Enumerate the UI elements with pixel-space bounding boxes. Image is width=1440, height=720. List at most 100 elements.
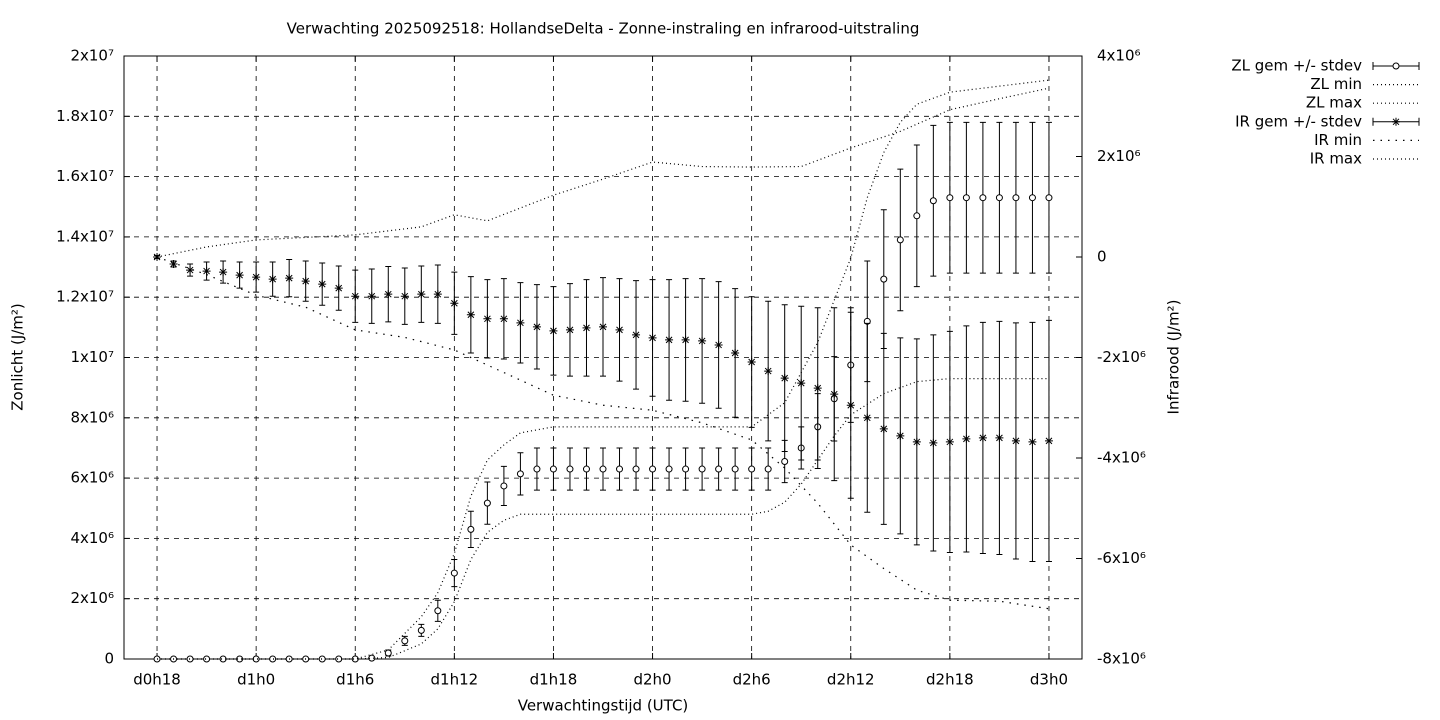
marker — [301, 277, 310, 286]
marker — [566, 465, 574, 473]
marker — [912, 437, 921, 446]
marker — [764, 465, 772, 473]
marker — [813, 384, 822, 393]
marker — [1028, 437, 1037, 446]
marker — [532, 322, 541, 331]
x-tick-label: d1h18 — [530, 671, 578, 689]
y-tick-label: 1.6x10⁷ — [56, 167, 114, 185]
legend-label: ZL min — [1310, 75, 1362, 93]
marker — [401, 637, 409, 645]
marker — [945, 437, 954, 446]
marker — [995, 194, 1003, 202]
marker — [516, 318, 525, 327]
marker — [334, 284, 343, 293]
y-tick-label: 1.4x10⁷ — [56, 227, 114, 245]
marker — [599, 322, 607, 331]
marker — [318, 655, 326, 663]
marker — [236, 655, 244, 663]
marker — [929, 197, 937, 205]
marker — [417, 626, 425, 634]
marker — [879, 424, 888, 433]
marker — [351, 292, 360, 301]
marker — [896, 236, 904, 244]
marker — [384, 290, 393, 299]
marker — [979, 194, 987, 202]
y2-tick-label: -2x10⁶ — [1097, 348, 1146, 366]
legend-marker — [1392, 62, 1400, 70]
marker — [252, 655, 260, 663]
marker — [285, 274, 294, 283]
marker — [483, 314, 492, 323]
y-tick-label: 2x10⁶ — [70, 589, 114, 607]
marker — [946, 194, 954, 202]
marker — [565, 325, 574, 334]
marker — [483, 499, 491, 507]
marker — [615, 325, 624, 334]
y-tick-label: 8x10⁶ — [70, 408, 114, 426]
marker — [450, 299, 459, 308]
marker — [269, 655, 277, 663]
marker — [929, 438, 938, 447]
y2-tick-label: 0 — [1097, 248, 1107, 266]
y2-axis-label: Infrarood (J/m²) — [1165, 300, 1183, 415]
x-tick-label: d3h0 — [1030, 671, 1068, 689]
marker — [880, 275, 888, 283]
y-tick-label: 1.2x10⁷ — [56, 288, 114, 306]
marker — [450, 569, 458, 577]
marker — [1044, 436, 1053, 445]
marker — [186, 655, 194, 663]
marker — [995, 433, 1004, 442]
legend-marker — [1392, 117, 1400, 126]
marker — [616, 465, 624, 473]
marker — [714, 340, 723, 349]
marker — [649, 465, 657, 473]
legend-label: IR gem +/- stdev — [1235, 112, 1362, 130]
x-tick-label: d2h12 — [827, 671, 875, 689]
marker — [747, 358, 756, 367]
marker — [202, 267, 211, 276]
marker — [962, 194, 970, 202]
marker — [764, 367, 773, 376]
y-axis-label: Zonlicht (J/m²) — [9, 303, 27, 411]
marker — [582, 323, 591, 332]
marker — [235, 271, 244, 280]
x-tick-label: d1h0 — [237, 671, 275, 689]
y-tick-label: 4x10⁶ — [70, 529, 114, 547]
marker — [417, 290, 426, 299]
marker — [203, 655, 211, 663]
marker — [335, 655, 343, 663]
marker — [384, 649, 392, 657]
y2-tick-label: 4x10⁶ — [1097, 47, 1141, 65]
marker — [681, 335, 690, 344]
marker — [153, 253, 162, 261]
marker — [780, 374, 789, 383]
marker — [516, 470, 524, 478]
y2-tick-label: -6x10⁶ — [1097, 549, 1146, 567]
x-tick-label: d1h12 — [431, 671, 479, 689]
marker — [1011, 436, 1020, 445]
marker — [682, 465, 690, 473]
x-axis-label: Verwachtingstijd (UTC) — [518, 697, 689, 715]
marker — [549, 326, 558, 335]
marker — [781, 458, 789, 466]
y-tick-label: 0 — [104, 650, 114, 668]
marker — [351, 655, 359, 663]
marker — [318, 280, 327, 289]
marker — [846, 401, 855, 410]
marker — [632, 465, 640, 473]
marker — [665, 335, 674, 344]
legend-label: IR max — [1310, 150, 1362, 168]
x-tick-label: d1h6 — [336, 671, 374, 689]
y-tick-label: 1.8x10⁷ — [56, 107, 114, 125]
marker — [219, 655, 227, 663]
marker — [731, 465, 739, 473]
marker — [599, 465, 607, 473]
marker — [549, 465, 557, 473]
line — [157, 378, 1049, 660]
marker — [499, 314, 508, 323]
marker — [863, 413, 872, 422]
marker — [698, 336, 707, 345]
marker — [500, 482, 508, 490]
marker — [962, 434, 971, 443]
marker — [268, 275, 277, 284]
